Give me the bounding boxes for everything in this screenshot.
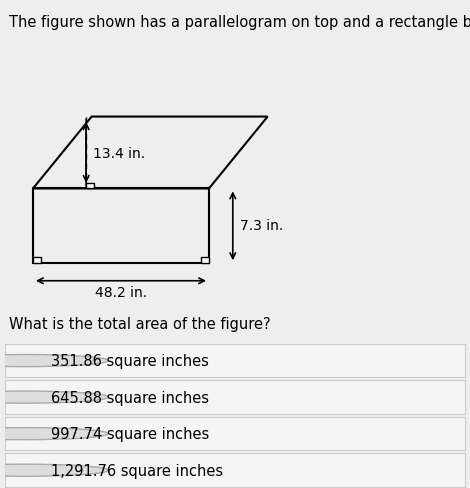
Circle shape [0, 355, 108, 367]
Text: 351.86 square inches: 351.86 square inches [51, 353, 209, 368]
Bar [86, 183, 94, 189]
Text: 645.88 square inches: 645.88 square inches [51, 390, 209, 405]
Circle shape [0, 427, 108, 440]
Text: 48.2 in.: 48.2 in. [95, 285, 147, 299]
Text: 7.3 in.: 7.3 in. [240, 219, 283, 233]
Text: 13.4 in.: 13.4 in. [94, 147, 146, 161]
Circle shape [0, 464, 108, 476]
Text: 1,291.76 square inches: 1,291.76 square inches [51, 463, 223, 478]
Bar [33, 258, 41, 264]
Text: 997.74 square inches: 997.74 square inches [51, 427, 209, 441]
Bar [201, 258, 209, 264]
Text: The figure shown has a parallelogram on top and a rectangle below it:: The figure shown has a parallelogram on … [9, 15, 470, 30]
Circle shape [0, 391, 108, 403]
Text: What is the total area of the figure?: What is the total area of the figure? [9, 317, 271, 332]
